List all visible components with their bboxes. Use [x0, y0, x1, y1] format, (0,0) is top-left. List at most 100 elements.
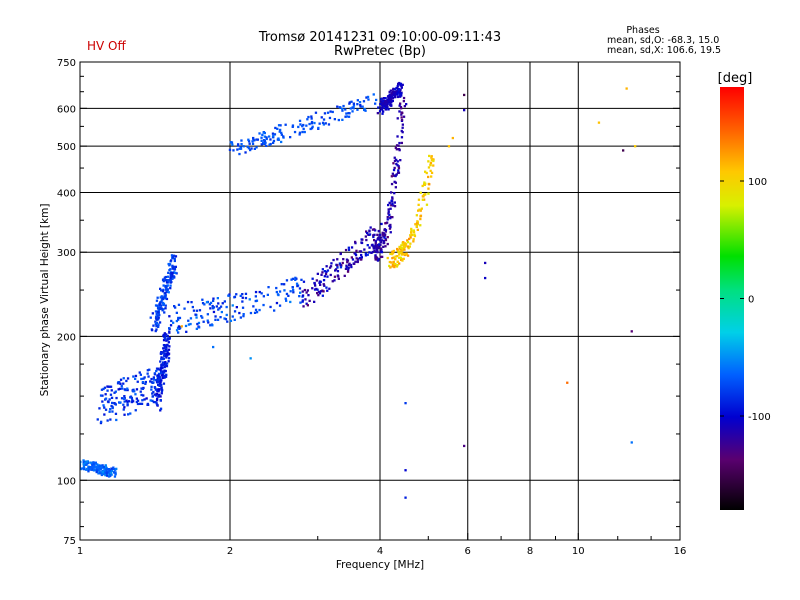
data-points	[80, 81, 637, 499]
data-point	[391, 250, 394, 253]
data-point	[381, 112, 384, 115]
data-point	[398, 93, 402, 96]
data-point	[393, 192, 396, 195]
data-point	[246, 145, 249, 149]
data-point	[272, 134, 275, 138]
data-point	[212, 299, 215, 302]
data-point	[432, 158, 435, 161]
data-point	[396, 117, 399, 120]
data-point	[242, 315, 245, 318]
data-point	[406, 241, 410, 244]
colorbar-ticks: 100 0 -100	[720, 177, 771, 423]
data-point	[93, 464, 96, 467]
data-point	[360, 258, 363, 261]
data-point	[336, 105, 339, 108]
data-point	[386, 95, 390, 98]
data-point	[402, 247, 405, 250]
data-point	[330, 262, 333, 265]
data-point	[425, 171, 428, 175]
data-point	[235, 293, 238, 296]
data-point	[387, 212, 390, 215]
data-point	[110, 467, 113, 470]
data-point	[394, 181, 397, 184]
data-point	[225, 313, 228, 317]
data-point	[429, 164, 432, 167]
data-point	[212, 310, 216, 314]
data-point	[344, 108, 347, 111]
data-point	[118, 387, 122, 390]
data-point	[99, 394, 103, 397]
data-point	[417, 209, 420, 212]
data-point	[197, 321, 201, 325]
data-point	[380, 248, 383, 251]
data-point	[393, 264, 397, 267]
data-point	[155, 325, 158, 328]
data-point	[163, 369, 166, 372]
data-point	[140, 402, 144, 405]
data-point	[107, 471, 110, 475]
data-point	[400, 244, 403, 247]
data-point	[406, 245, 409, 248]
data-point	[389, 223, 392, 227]
data-point	[402, 115, 406, 118]
data-point	[118, 401, 121, 404]
data-point	[110, 473, 113, 476]
data-point	[430, 156, 433, 159]
data-point	[347, 263, 351, 267]
isolated-data-point	[451, 136, 454, 140]
data-point	[376, 251, 379, 254]
data-point	[393, 156, 396, 159]
data-point	[165, 290, 168, 293]
data-point	[277, 124, 281, 127]
data-point	[377, 246, 381, 249]
data-point	[209, 301, 213, 304]
data-point	[287, 294, 290, 297]
data-point	[274, 126, 277, 130]
data-point	[203, 303, 206, 306]
data-point	[152, 378, 156, 381]
data-point	[389, 217, 392, 220]
data-point	[419, 215, 422, 218]
data-point	[132, 375, 135, 378]
data-point	[362, 100, 366, 103]
phase-stat-o: mean, sd,O: -68.3, 15.0	[607, 35, 719, 46]
data-point	[161, 357, 164, 361]
data-point	[131, 398, 134, 402]
data-point	[206, 313, 209, 316]
data-point	[316, 272, 319, 275]
data-point	[211, 324, 214, 327]
data-point	[92, 469, 96, 472]
data-point	[103, 468, 106, 471]
data-point	[313, 282, 316, 285]
data-point	[345, 112, 348, 115]
data-point	[164, 363, 168, 366]
data-point	[391, 257, 394, 260]
data-point	[209, 307, 212, 310]
data-point	[345, 264, 348, 267]
data-point	[321, 121, 325, 124]
data-point	[308, 299, 311, 302]
data-point	[298, 287, 302, 290]
data-point	[159, 399, 162, 402]
data-point	[112, 466, 115, 469]
data-point	[171, 277, 174, 280]
data-point	[424, 170, 427, 173]
data-point	[175, 311, 178, 314]
data-point	[247, 140, 251, 143]
data-point	[351, 258, 355, 261]
data-point	[157, 394, 161, 397]
data-point	[170, 319, 173, 323]
data-point	[171, 272, 174, 275]
data-point	[319, 283, 322, 286]
data-point	[317, 126, 320, 130]
data-point	[175, 319, 178, 323]
data-point	[87, 465, 90, 468]
data-point	[152, 324, 155, 327]
data-point	[277, 138, 280, 141]
data-point	[406, 254, 410, 257]
data-point	[354, 240, 357, 244]
data-point	[198, 326, 201, 329]
data-point	[423, 181, 426, 184]
data-point	[301, 130, 304, 134]
data-point	[376, 238, 379, 241]
